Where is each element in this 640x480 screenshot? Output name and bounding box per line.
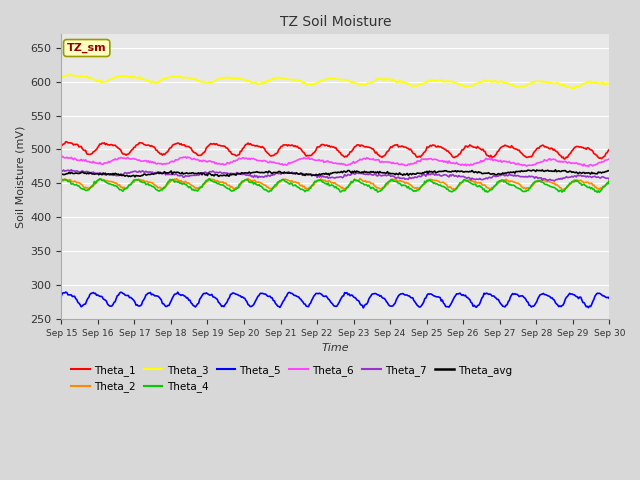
Theta_7: [67, 167, 75, 173]
Theta_6: [58, 155, 65, 161]
Theta_avg: [355, 169, 363, 175]
Line: Theta_3: Theta_3: [61, 74, 609, 88]
Theta_2: [244, 176, 252, 181]
Theta_4: [593, 190, 601, 195]
Theta_avg: [605, 168, 613, 174]
Theta_4: [508, 182, 515, 188]
Theta_6: [605, 156, 613, 162]
Theta_5: [360, 305, 367, 311]
Theta_1: [605, 146, 613, 152]
Theta_3: [319, 78, 326, 84]
Theta_7: [605, 176, 613, 182]
Theta_2: [58, 179, 65, 184]
Theta_7: [508, 172, 515, 178]
Theta_2: [595, 186, 602, 192]
Theta_4: [206, 176, 214, 181]
Line: Theta_4: Theta_4: [61, 179, 609, 192]
Line: Theta_1: Theta_1: [61, 142, 609, 159]
Theta_6: [322, 159, 330, 165]
Theta_2: [451, 187, 458, 192]
Theta_5: [605, 296, 613, 301]
Theta_3: [569, 85, 577, 91]
Theta_4: [596, 190, 604, 195]
Line: Theta_6: Theta_6: [61, 156, 609, 167]
Theta_1: [508, 143, 515, 149]
Legend: Theta_1, Theta_2, Theta_3, Theta_4, Theta_5, Theta_6, Theta_7, Theta_avg: Theta_1, Theta_2, Theta_3, Theta_4, Thet…: [67, 361, 516, 396]
Theta_2: [385, 180, 392, 186]
Theta_6: [595, 160, 602, 166]
Theta_3: [385, 75, 392, 81]
Line: Theta_avg: Theta_avg: [61, 170, 609, 177]
Theta_avg: [508, 169, 515, 175]
Theta_4: [355, 178, 363, 184]
Theta_5: [355, 298, 363, 304]
Theta_avg: [58, 172, 65, 178]
Theta_4: [605, 178, 613, 183]
Theta_2: [319, 177, 326, 183]
Theta_3: [58, 75, 65, 81]
Theta_1: [322, 143, 330, 148]
Theta_1: [62, 139, 70, 144]
Theta_6: [385, 159, 392, 165]
Theta_avg: [131, 174, 139, 180]
Theta_avg: [552, 167, 559, 173]
Theta_7: [322, 174, 330, 180]
Theta_2: [509, 179, 516, 184]
Theta_5: [386, 303, 394, 309]
Theta_avg: [319, 171, 326, 177]
Theta_avg: [322, 170, 330, 176]
Theta_4: [58, 177, 65, 183]
Theta_3: [67, 72, 74, 77]
Line: Theta_7: Theta_7: [61, 170, 609, 181]
Theta_2: [322, 179, 330, 184]
Theta_5: [58, 293, 65, 299]
Y-axis label: Soil Moisture (mV): Soil Moisture (mV): [15, 125, 25, 228]
Theta_6: [59, 154, 67, 159]
Theta_7: [355, 170, 363, 176]
Theta_6: [319, 157, 326, 163]
Theta_3: [355, 82, 363, 88]
Theta_3: [322, 76, 330, 82]
Theta_avg: [385, 171, 392, 177]
Theta_5: [322, 293, 330, 299]
Theta_5: [509, 291, 516, 297]
Theta_7: [58, 168, 65, 173]
Text: TZ_sm: TZ_sm: [67, 43, 106, 53]
Theta_5: [62, 289, 70, 295]
Theta_3: [595, 80, 602, 86]
Theta_7: [319, 173, 326, 179]
Theta_5: [319, 293, 326, 299]
Theta_1: [319, 142, 326, 147]
Theta_1: [561, 156, 568, 162]
Theta_1: [595, 155, 602, 160]
Theta_2: [355, 177, 363, 183]
Theta_7: [595, 174, 602, 180]
Line: Theta_5: Theta_5: [61, 292, 609, 308]
Theta_2: [605, 178, 613, 184]
Theta_3: [605, 80, 613, 86]
Theta_4: [319, 179, 326, 185]
Theta_6: [508, 160, 515, 166]
Theta_1: [58, 144, 65, 149]
Theta_7: [550, 178, 558, 184]
Theta_4: [322, 180, 330, 186]
Theta_5: [595, 290, 602, 296]
Theta_4: [385, 179, 392, 184]
Theta_3: [508, 82, 515, 88]
Theta_1: [385, 148, 392, 154]
Theta_6: [584, 164, 592, 169]
X-axis label: Time: Time: [321, 343, 349, 353]
Line: Theta_2: Theta_2: [61, 179, 609, 190]
Theta_avg: [595, 169, 602, 175]
Title: TZ Soil Moisture: TZ Soil Moisture: [280, 15, 391, 29]
Theta_1: [355, 142, 363, 148]
Theta_6: [355, 158, 363, 164]
Theta_7: [385, 172, 392, 178]
